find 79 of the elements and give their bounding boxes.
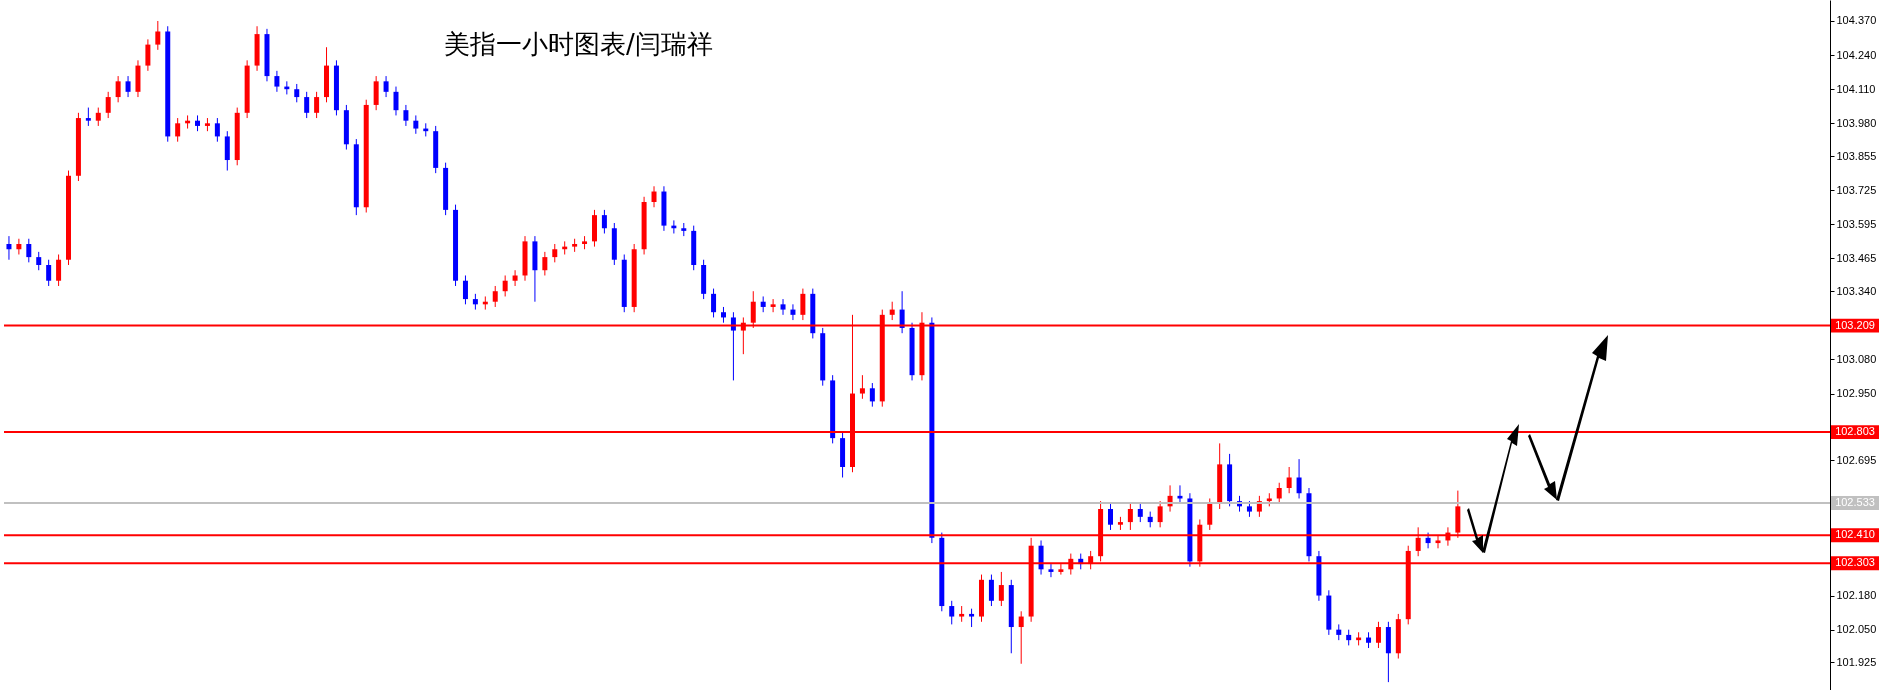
candlestick [730,311,736,381]
candlestick [512,269,518,287]
y-tick-label: 104.110 [1836,82,1876,95]
candlestick [294,83,300,103]
candlestick [1127,503,1133,531]
candlestick [413,114,419,135]
candlestick [1137,503,1143,523]
candlestick [790,303,796,321]
y-tick-label: 102.695 [1836,453,1877,466]
candlestick [711,288,717,318]
y-tick-label: 104.240 [1836,48,1877,61]
y-tick-label: 102.180 [1836,589,1877,602]
candlestick [274,70,280,93]
candlestick [6,235,12,261]
candlestick [1048,563,1054,578]
y-tick-label: 103.465 [1836,251,1877,264]
candlestick [552,243,558,263]
ref-line-label: 102.303 [1835,556,1875,569]
candlestick [1108,503,1114,531]
candlestick [314,91,320,119]
candlestick [651,185,657,208]
candlestick [998,571,1004,607]
candlestick [1157,500,1163,528]
candlestick [859,374,865,400]
candlestick [1207,497,1213,531]
candlestick [1375,621,1381,649]
candlestick [373,75,379,111]
candlestick [949,600,955,625]
candlestick [16,238,22,255]
y-tick-label: 103.595 [1836,217,1877,230]
candlestick [542,251,548,276]
candlestick [145,38,151,72]
candlestick [125,75,131,98]
text: 美指一小时图表/闫瑞祥 [444,29,713,59]
y-tick-label: 103.340 [1836,284,1877,297]
candlestick [403,104,409,127]
candlestick [105,91,111,119]
candlestick [36,251,42,271]
candlestick [26,238,32,263]
candlestick [770,298,776,313]
candlestick [1425,532,1431,549]
y-tick-label: 103.725 [1836,183,1877,196]
ref-line-label: 102.533 [1835,495,1875,508]
candlestick [780,298,786,316]
candlestick [85,107,91,127]
candlestick [214,117,220,143]
y-tick-label: 103.980 [1836,116,1877,129]
candlestick [115,75,121,103]
candlestick [95,107,101,127]
candlestick [175,117,181,143]
candlestick [988,574,994,607]
candlestick [1286,466,1292,494]
candlestick [46,259,52,287]
ref-line-label: 102.410 [1835,528,1875,541]
candlestick [492,285,498,308]
candlestick [1018,610,1024,665]
candlestick [383,75,389,98]
y-tick-label: 103.855 [1836,149,1877,162]
candlestick [224,130,230,172]
candlestick [1296,458,1302,499]
candlestick [869,382,875,408]
ref-line-label: 102.803 [1835,425,1875,438]
ref-line-label: 103.209 [1835,318,1875,331]
y-tick-label: 103.080 [1836,352,1877,365]
y-tick-label: 104.370 [1836,14,1877,27]
candlestick [304,91,310,119]
candlestick [601,209,607,234]
candlestick [56,253,62,287]
candlestick [969,608,975,628]
candlestick [889,301,895,321]
y-tick-label: 102.050 [1836,623,1877,636]
candlestick [155,20,161,51]
candlestick [1276,482,1282,505]
candlestick [502,274,508,297]
candlestick [462,274,468,305]
y-tick-label: 101.925 [1836,655,1877,668]
candlestick [393,86,399,116]
candlestick [800,288,806,321]
y-tick-label: 102.950 [1836,387,1877,400]
